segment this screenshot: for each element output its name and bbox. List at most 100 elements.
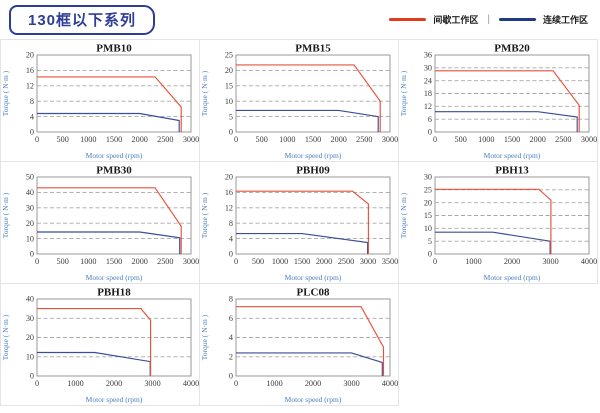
y-tick-label: 0 xyxy=(229,128,233,137)
series-title-badge: 130框以下系列 xyxy=(9,4,156,35)
series-curve xyxy=(37,308,152,376)
y-tick-label: 4 xyxy=(30,112,34,121)
y-tick-label: 20 xyxy=(424,198,432,207)
x-tick-label: 3500 xyxy=(382,257,398,266)
legend-continuous-label: 连续工作区 xyxy=(542,15,588,25)
x-tick-label: 0 xyxy=(35,379,39,388)
chart-svg: 0 10 20 30 40 0 1000 2000 3000 4000 PBH18 Motor spe… xyxy=(1,287,199,405)
y-axis-label: Torque ( N·m ) xyxy=(1,314,10,360)
x-axis-label: Motor speed (rpm) xyxy=(484,273,541,282)
y-tick-label: 6 xyxy=(428,115,432,124)
chart-cell-pmb20: 0 6 12 18 24 30 36 0 500 1000 1500 2000 2500 3000 PMB2… xyxy=(399,40,598,162)
y-axis-label: Torque ( N·m ) xyxy=(1,192,10,238)
legend-separator: | xyxy=(487,14,490,25)
y-tick-label: 10 xyxy=(26,353,34,362)
y-tick-label: 20 xyxy=(26,51,34,60)
y-tick-label: 8 xyxy=(229,219,233,228)
x-tick-label: 500 xyxy=(57,257,69,266)
y-tick-label: 16 xyxy=(26,66,34,75)
y-tick-label: 4 xyxy=(229,333,233,342)
x-tick-label: 1500 xyxy=(106,257,122,266)
y-tick-label: 20 xyxy=(26,219,34,228)
series-curve xyxy=(236,64,381,132)
empty-cell xyxy=(399,284,598,406)
chart-title: PBH09 xyxy=(296,165,330,177)
x-tick-label: 0 xyxy=(433,135,437,144)
legend-intermittent-label: 间歇工作区 xyxy=(433,15,479,25)
series-curve xyxy=(37,76,182,132)
chart-svg: 0 6 12 18 24 30 36 0 500 1000 1500 2000 2500 3000 PMB2… xyxy=(399,43,597,161)
x-tick-label: 1500 xyxy=(504,135,520,144)
x-tick-label: 2500 xyxy=(555,135,571,144)
chart-svg: 0 2 4 6 8 0 1000 2000 3000 4000 PLC08 Motor speed (… xyxy=(200,287,398,405)
x-tick-label: 2500 xyxy=(157,257,173,266)
chart-title: PMB10 xyxy=(96,43,132,55)
x-tick-label: 3000 xyxy=(183,257,199,266)
x-tick-label: 500 xyxy=(57,135,69,144)
charts-grid: 0 4 8 12 16 20 0 500 1000 1500 2000 2500 3000 PMB10 Mo… xyxy=(0,39,598,406)
y-tick-label: 0 xyxy=(229,372,233,381)
x-tick-label: 500 xyxy=(455,135,467,144)
chart-title: PBH13 xyxy=(495,165,529,177)
chart-cell-pbh13: 0 5 10 15 20 25 30 0 1000 2000 3000 4000 PBH13 Motor … xyxy=(399,162,598,284)
x-tick-label: 2000 xyxy=(132,135,148,144)
x-tick-label: 1000 xyxy=(67,379,83,388)
intermittent-line-icon xyxy=(389,18,427,21)
y-tick-label: 12 xyxy=(225,204,233,213)
x-tick-label: 1000 xyxy=(80,135,96,144)
y-tick-label: 24 xyxy=(424,76,432,85)
y-tick-label: 25 xyxy=(424,186,432,195)
page-header: 130框以下系列 间歇工作区 | 连续工作区 xyxy=(0,0,600,39)
y-tick-label: 20 xyxy=(225,173,233,182)
y-tick-label: 0 xyxy=(229,250,233,259)
series-curve xyxy=(236,306,385,376)
chart-cell-plc08: 0 2 4 6 8 0 1000 2000 3000 4000 PLC08 Motor speed (… xyxy=(200,284,399,406)
x-tick-label: 0 xyxy=(35,257,39,266)
x-tick-label: 2000 xyxy=(530,135,546,144)
x-tick-label: 3000 xyxy=(183,135,199,144)
series-curve xyxy=(236,352,383,376)
x-tick-label: 2000 xyxy=(305,379,321,388)
x-tick-label: 4000 xyxy=(183,379,199,388)
y-tick-label: 15 xyxy=(424,211,432,220)
y-tick-label: 2 xyxy=(229,353,233,362)
y-tick-label: 12 xyxy=(424,102,432,111)
y-tick-label: 8 xyxy=(229,295,233,304)
y-tick-label: 15 xyxy=(225,82,233,91)
y-tick-label: 25 xyxy=(225,51,233,60)
x-tick-label: 0 xyxy=(433,257,437,266)
chart-title: PBH18 xyxy=(97,287,131,299)
series-curve xyxy=(37,231,181,254)
y-tick-label: 30 xyxy=(424,173,432,182)
x-tick-label: 2500 xyxy=(338,257,354,266)
x-axis-label: Motor speed (rpm) xyxy=(285,273,342,282)
x-tick-label: 3000 xyxy=(360,257,376,266)
y-tick-label: 20 xyxy=(26,333,34,342)
x-axis-label: Motor speed (rpm) xyxy=(86,395,143,404)
x-tick-label: 1000 xyxy=(266,379,282,388)
y-tick-label: 8 xyxy=(30,97,34,106)
x-tick-label: 2000 xyxy=(106,379,122,388)
x-tick-label: 2000 xyxy=(504,257,520,266)
x-tick-label: 1000 xyxy=(272,257,288,266)
x-tick-label: 1000 xyxy=(478,135,494,144)
x-axis-label: Motor speed (rpm) xyxy=(285,395,342,404)
x-tick-label: 4000 xyxy=(581,257,597,266)
x-axis-label: Motor speed (rpm) xyxy=(86,273,143,282)
y-axis-label: Torque ( N·m ) xyxy=(200,314,209,360)
x-tick-label: 3000 xyxy=(542,257,558,266)
x-tick-label: 3000 xyxy=(581,135,597,144)
y-tick-label: 4 xyxy=(229,234,233,243)
y-axis-label: Torque ( N·m ) xyxy=(399,70,408,116)
y-axis-label: Torque ( N·m ) xyxy=(200,70,209,116)
y-axis-label: Torque ( N·m ) xyxy=(1,70,10,116)
series-curve xyxy=(435,188,552,254)
x-tick-label: 2500 xyxy=(356,135,372,144)
chart-svg: 0 4 8 12 16 20 0 500 1000 1500 2000 2500 3000 3500 PBH… xyxy=(200,165,398,283)
series-curve xyxy=(37,187,182,254)
x-tick-label: 4000 xyxy=(382,379,398,388)
x-axis-label: Motor speed (rpm) xyxy=(285,151,342,160)
y-tick-label: 6 xyxy=(229,314,233,323)
y-tick-label: 0 xyxy=(30,372,34,381)
